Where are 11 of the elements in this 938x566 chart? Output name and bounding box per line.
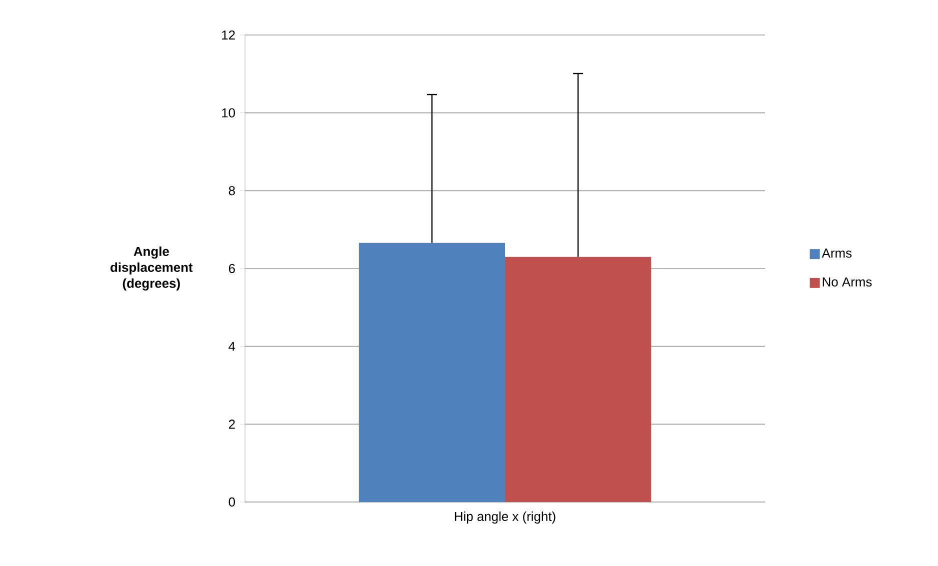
y-tick-label: 4 <box>228 342 236 351</box>
y-tick-label: 8 <box>228 186 235 196</box>
y-tick-label: 6 <box>228 264 235 274</box>
y-tick-label: 2 <box>228 420 235 429</box>
legend-label: No Arms <box>822 277 872 287</box>
y-tick-label: 0 <box>228 497 235 507</box>
y-tick-label: 10 <box>222 108 235 118</box>
y-tick-label: 12 <box>222 30 235 40</box>
legend-label: Arms <box>822 248 852 258</box>
y-axis-title: Angle displacement (degrees) <box>110 246 193 291</box>
x-tick-label: Hip angle x (right) <box>454 512 556 524</box>
